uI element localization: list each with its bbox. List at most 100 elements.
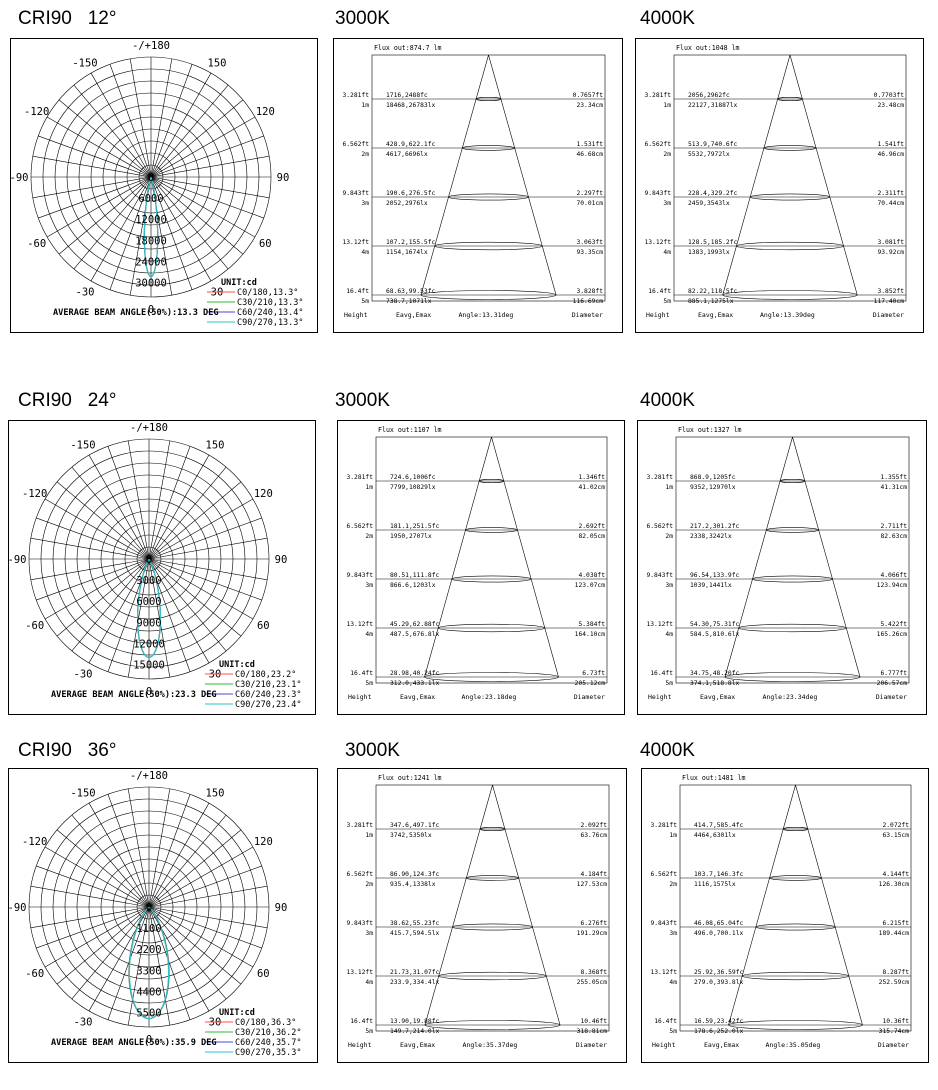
polar-angle-label: -90	[9, 554, 26, 566]
illuminance-lx: 5532,7972lx	[688, 151, 730, 158]
polar-angle-label: 150	[206, 788, 225, 800]
radial-tick-label: 24000	[135, 256, 167, 268]
diameter-ft: 6.215ft	[882, 920, 909, 927]
polar-panel: -/+180 150 -150 120 -120 90 -90 60 -60 30 -30 0 0 300…	[8, 420, 316, 715]
footer-angle: Angle:35.05deg	[766, 1041, 821, 1049]
intensity-curve	[143, 176, 159, 278]
diameter-cm: 41.02cm	[578, 484, 605, 491]
legend-entry: C90/270,13.3°	[237, 318, 304, 328]
footer-eavg: Eavg,Emax	[704, 1041, 739, 1049]
height-ft: 13.12ft	[346, 621, 373, 628]
height-m: 2m	[365, 881, 373, 888]
cone-diagram: Flux out:874.7 lm 3.281ft 1m 1716,2488fc 184…	[342, 44, 606, 319]
diameter-ft: 6.276ft	[580, 920, 607, 927]
footer-angle: Angle:23.18deg	[462, 693, 517, 701]
diameter-cm: 123.07cm	[575, 582, 606, 589]
cri-label: CRI90	[18, 740, 72, 761]
cone-edge	[424, 784, 493, 1026]
average-beam-angle: AVERAGE BEAM ANGLE(50%):35.9 DEG	[51, 1038, 217, 1048]
polar-angle-label: 0	[146, 1034, 152, 1046]
illuminance-fc: 1716,2488fc	[386, 92, 428, 99]
radial-tick-label: 15000	[133, 660, 165, 672]
height-ft: 3.281ft	[644, 92, 671, 99]
height-m: 5m	[361, 298, 369, 305]
polar-angle-label: 60	[259, 238, 272, 250]
footer-eavg: Eavg,Emax	[400, 693, 435, 701]
polar-angle-label: -60	[25, 968, 44, 980]
height-m: 5m	[665, 680, 673, 687]
height-ft: 3.281ft	[342, 92, 369, 99]
footer-diameter: Diameter	[873, 311, 904, 319]
polar-angle-label: -30	[74, 668, 93, 680]
diameter-cm: 82.05cm	[578, 533, 605, 540]
radial-tick-label: 1100	[136, 923, 161, 935]
diameter-ft: 10.46ft	[580, 1018, 607, 1025]
illuminance-lx: 4617,6696lx	[386, 151, 428, 158]
illuminance-fc: 128.5,185.2fc	[688, 239, 737, 246]
polar-angle-label: 90	[275, 554, 288, 566]
illuminance-cone-panel: Flux out:1048 lm 3.281ft 1m 2056,2962fc 2212…	[635, 38, 924, 333]
polar-angle-label: -30	[74, 1016, 93, 1028]
illuminance-lx: 935.4,1338lx	[390, 881, 436, 888]
height-ft: 13.12ft	[646, 621, 673, 628]
intensity-curve	[136, 558, 162, 658]
illuminance-fc: 513.9,740.6fc	[688, 141, 737, 148]
cri-label: CRI90	[18, 390, 72, 411]
diameter-ft: 5.422ft	[880, 621, 907, 628]
legend-entry: C90/270,35.3°	[235, 1048, 302, 1058]
diameter-ft: 1.531ft	[576, 141, 603, 148]
height-ft: 9.843ft	[342, 190, 369, 197]
height-ft: 6.562ft	[646, 523, 673, 530]
color-temp-heading: 4000K	[640, 740, 695, 761]
diameter-ft: 4.184ft	[580, 871, 607, 878]
diameter-ft: 1.355ft	[880, 474, 907, 481]
diameter-ft: 6.777ft	[880, 670, 907, 677]
diameter-cm: 70.01cm	[576, 200, 603, 207]
polar-angle-label: -/+180	[130, 770, 168, 782]
illuminance-fc: 38.62,55.23fc	[390, 920, 439, 927]
diameter-cm: 23.34cm	[576, 102, 603, 109]
diameter-cm: 63.15cm	[882, 832, 909, 839]
height-ft: 3.281ft	[346, 474, 373, 481]
footer-eavg: Eavg,Emax	[400, 1041, 435, 1049]
illuminance-lx: 1950,2707lx	[390, 533, 432, 540]
legend-entry: C0/180,23.2°	[235, 670, 296, 680]
cone-edge	[722, 54, 791, 296]
footer-angle: Angle:13.31deg	[459, 311, 514, 319]
cone-edge	[424, 436, 492, 678]
illuminance-fc: 228.4,329.2fc	[688, 190, 737, 197]
polar-angle-label: 60	[257, 620, 270, 632]
height-ft: 6.562ft	[346, 871, 373, 878]
intensity-curve	[128, 906, 170, 1020]
diameter-ft: 1.541ft	[877, 141, 904, 148]
cone-edge	[724, 436, 793, 678]
height-m: 1m	[665, 484, 673, 491]
cone-diagram: Flux out:1241 lm 3.281ft 1m 347.6,497.1fc 37…	[346, 774, 610, 1049]
color-temp-heading: 4000K	[640, 390, 695, 411]
illuminance-lx: 415.7,594.5lx	[390, 930, 439, 937]
polar-angle-label: 120	[254, 488, 273, 500]
diameter-cm: 255.05cm	[577, 979, 608, 986]
diameter-cm: 46.96cm	[877, 151, 904, 158]
color-temp-heading: 3000K	[335, 390, 390, 411]
illuminance-lx: 584.5,810.6lx	[690, 631, 739, 638]
polar-angle-label: -150	[72, 58, 97, 70]
footer-height: Height	[646, 311, 670, 319]
illuminance-fc: 868.9,1205fc	[690, 474, 736, 481]
footer-diameter: Diameter	[572, 311, 603, 319]
radial-tick-label: 4400	[136, 986, 161, 998]
diameter-ft: 8.287ft	[882, 969, 909, 976]
height-m: 1m	[365, 484, 373, 491]
diameter-ft: 3.852ft	[877, 288, 904, 295]
cone-diagram: Flux out:1107 lm 3.281ft 1m 724.6,1006fc 779…	[346, 426, 608, 701]
polar-angle-label: -60	[25, 620, 44, 632]
illuminance-fc: 45.29,62.88fc	[390, 621, 439, 628]
color-temp-heading: 3000K	[345, 740, 400, 761]
diameter-ft: 5.384ft	[578, 621, 605, 628]
polar-panel: -/+180 150 -150 120 -120 90 -90 60 -60 30 -30 0 0 110…	[8, 768, 318, 1063]
diameter-cm: 93.35cm	[576, 249, 603, 256]
flux-output: Flux out:1241 lm	[378, 774, 442, 782]
diameter-cm: 93.92cm	[877, 249, 904, 256]
cone-edge	[488, 54, 557, 296]
height-ft: 3.281ft	[646, 474, 673, 481]
